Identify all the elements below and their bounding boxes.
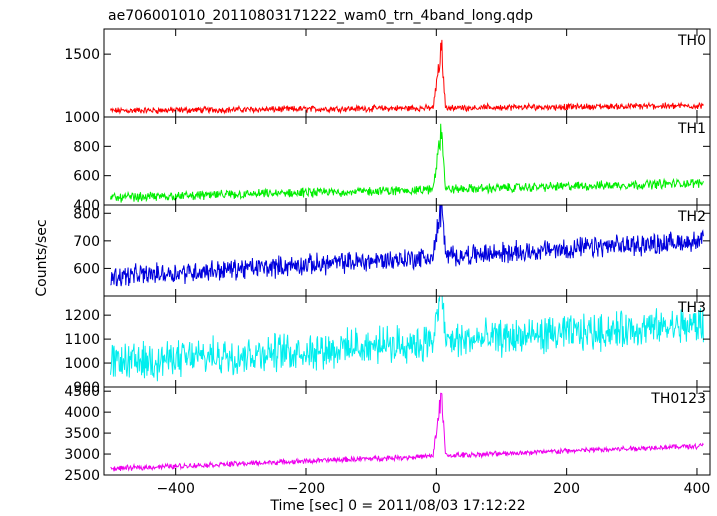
panel-frame <box>103 386 711 476</box>
panels: 1000 1500 TH0 400 600 800 TH1 600 700 800 TH2 900 10… <box>64 28 711 484</box>
y-tick-label: 600 <box>73 261 100 277</box>
y-tick-label: 3500 <box>64 426 100 442</box>
y-tick-label: 800 <box>73 206 100 222</box>
panel-label-th2: TH2 <box>677 209 706 225</box>
panel-th0123: 2500 3000 3500 4000 4500 TH0123 <box>64 384 711 484</box>
y-tick-label: 4500 <box>64 384 100 400</box>
panel-th1: 400 600 800 TH1 <box>73 116 711 214</box>
x-ticks: −400 −200 0 200 400 <box>156 481 710 497</box>
series-line-th1 <box>110 123 704 203</box>
y-tick-label: 3000 <box>64 447 100 463</box>
y-tick-label: 900 <box>73 380 100 396</box>
panel-th0: 1000 1500 TH0 <box>64 28 711 126</box>
y-tick-label: 600 <box>73 169 100 185</box>
y-tick-label: 1100 <box>64 332 100 348</box>
y-tick-label: 800 <box>73 139 100 155</box>
x-tick-label: 400 <box>684 481 711 497</box>
panel-label-th3: TH3 <box>677 300 706 316</box>
chart-title: ae706001010_20110803171222_wam0_trn_4ban… <box>108 8 533 24</box>
y-tick-label: 400 <box>73 198 100 214</box>
panel-th2: 600 700 800 TH2 <box>73 204 711 297</box>
y-tick-label: 1000 <box>64 356 100 372</box>
y-tick-label: 1000 <box>64 110 100 126</box>
y-tick-label: 2500 <box>64 468 100 484</box>
y-tick-label: 700 <box>73 234 100 250</box>
series-line-th2 <box>110 205 704 287</box>
y-axis-label: Counts/sec <box>34 219 50 296</box>
x-tick-label: −200 <box>287 481 325 497</box>
x-axis-label: Time [sec] 0 = 2011/08/03 17:12:22 <box>269 498 525 514</box>
panel-label-th0: TH0 <box>677 33 706 49</box>
panel-frame <box>103 28 711 118</box>
series-line-th0123 <box>110 392 704 472</box>
series-line-th3 <box>110 296 704 382</box>
panel-label-th1: TH1 <box>677 121 706 137</box>
y-tick-label: 1500 <box>64 47 100 63</box>
x-tick-label: 200 <box>553 481 580 497</box>
x-tick-label: −400 <box>156 481 194 497</box>
panel-label-th0123: TH0123 <box>650 391 706 407</box>
series-line-th0 <box>110 39 704 115</box>
y-tick-label: 4000 <box>64 405 100 421</box>
x-tick-label: 0 <box>432 481 441 497</box>
y-tick-label: 1200 <box>64 308 100 324</box>
panel-th3: 900 1000 1100 1200 TH3 <box>64 295 711 396</box>
